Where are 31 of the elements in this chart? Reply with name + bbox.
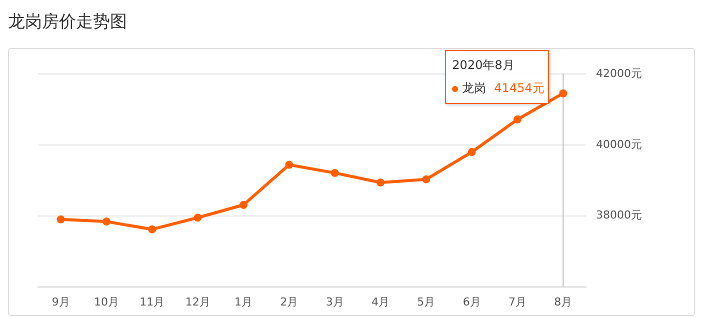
x-tick-label: 10月 — [94, 295, 119, 308]
point — [148, 225, 156, 234]
point — [514, 115, 522, 124]
point — [559, 89, 568, 98]
data-label: 41454元 — [494, 80, 544, 98]
point — [194, 214, 202, 222]
x-tick-label: 9月 — [52, 295, 70, 308]
point — [102, 218, 110, 226]
x-tick-label: 11月 — [140, 295, 165, 308]
point — [422, 175, 430, 184]
point — [468, 148, 476, 156]
y-tick-label: 42000元 — [596, 66, 642, 80]
x-tick-label: 4月 — [372, 295, 390, 308]
point — [285, 160, 294, 169]
point — [330, 168, 339, 177]
x-tick-label: 6月 — [462, 295, 481, 308]
y-tick-label: 38000元 — [596, 208, 642, 222]
text: 2020年8月 — [452, 57, 516, 74]
x-tick-label: 3月 — [326, 295, 344, 308]
x-tick-label: 7月 — [508, 295, 527, 308]
y-tick-label: 40000元 — [596, 138, 642, 151]
chart-title: 龙岗房价走势图 — [8, 11, 127, 33]
point — [56, 215, 65, 224]
point — [240, 200, 248, 209]
x-tick-label: 8月 — [554, 295, 572, 308]
x-tick-label: 2月 — [280, 295, 298, 308]
x-tick-label: 5月 — [417, 295, 436, 308]
legend-label: 龙岗 — [462, 80, 486, 98]
x-tick-label: 12月 — [185, 295, 210, 308]
x-tick-label: 1月 — [234, 295, 253, 308]
point — [376, 178, 385, 187]
